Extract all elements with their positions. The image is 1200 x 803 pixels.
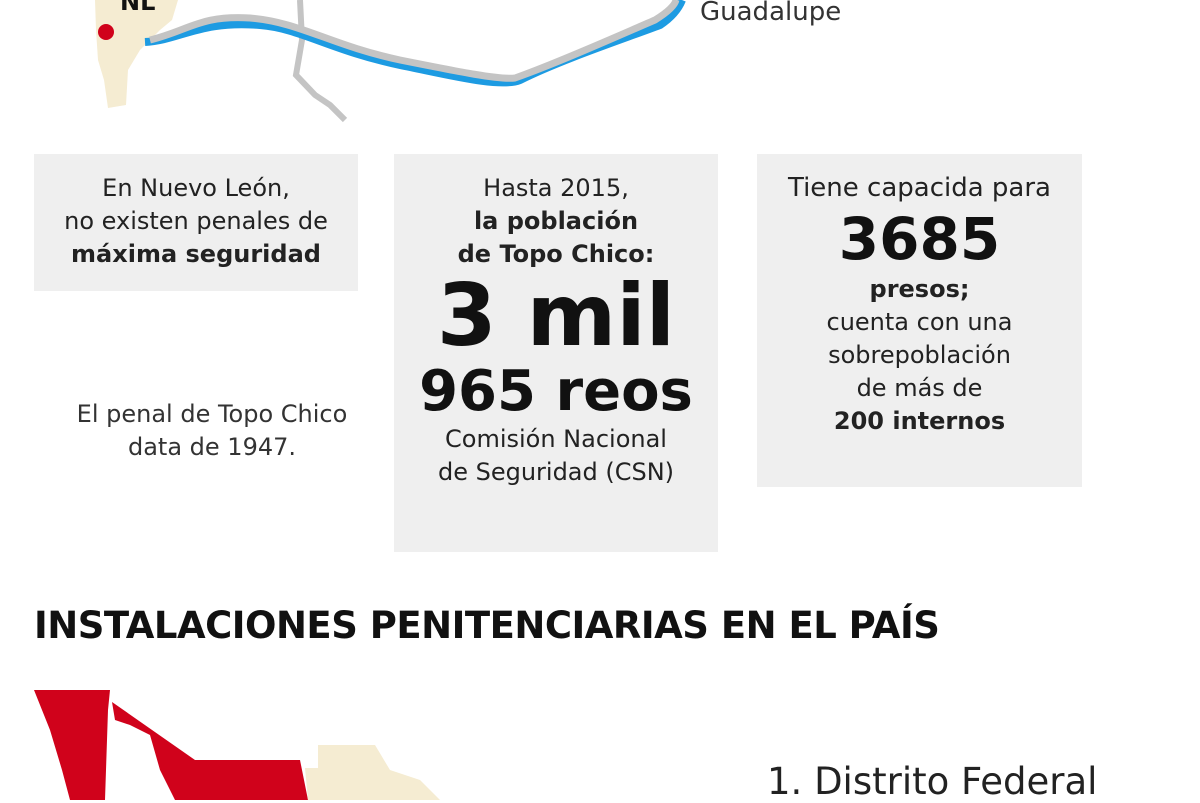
road (149, 0, 680, 82)
section-title: INSTALACIONES PENITENCIARIAS EN EL PAÍS (34, 604, 940, 647)
fact-text-bold: la población (473, 207, 639, 235)
river (144, 0, 686, 87)
fact-text: cuenta con una (826, 308, 1013, 336)
population-big-number: 3 mil (436, 266, 676, 366)
fact-text: de más de (856, 374, 983, 402)
region-sonora (112, 702, 308, 800)
capacity-number: 3685 (838, 205, 1001, 273)
fact-text-bold: máxima seguridad (71, 240, 321, 268)
note-text: El penal de Topo Chico (76, 400, 348, 428)
fact-box-capacity: Tiene capacida para 3685 presos; cuenta … (757, 154, 1082, 487)
location-map (95, 0, 686, 123)
state-shape (95, 0, 178, 108)
fact-text-bold: 200 internos (833, 407, 1006, 435)
mexico-map (34, 690, 440, 800)
fact-text: Tiene capacida para (788, 173, 1051, 203)
source-text: de Seguridad (CSN) (437, 458, 675, 486)
fact-text: no existen penales de (64, 207, 328, 235)
fact-box-security: En Nuevo León, no existen penales de máx… (34, 154, 358, 291)
source-text: Comisión Nacional (445, 425, 667, 453)
state-label: NL (120, 0, 156, 16)
fact-text: sobrepoblación (828, 341, 1011, 369)
place-label: Guadalupe (700, 0, 842, 27)
road (292, 0, 348, 123)
region-baja-california (34, 690, 110, 800)
location-marker (98, 24, 114, 40)
fact-text-bold: de Topo Chico: (457, 240, 655, 268)
fact-text-bold: presos; (869, 275, 970, 303)
population-big-unit: 965 reos (419, 359, 693, 424)
fact-text: Hasta 2015, (483, 174, 629, 202)
ranking-item: 1. Distrito Federal (767, 760, 1098, 803)
fact-text: En Nuevo León, (102, 174, 290, 202)
note-text: data de 1947. (127, 433, 297, 461)
region-chihuahua (305, 745, 440, 800)
history-note: El penal de Topo Chico data de 1947. (34, 398, 390, 464)
fact-box-population: Hasta 2015, la población de Topo Chico: … (394, 154, 718, 552)
